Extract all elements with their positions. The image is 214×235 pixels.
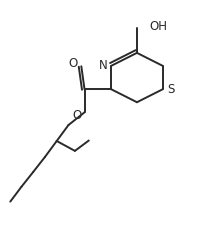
Text: O: O [68, 57, 77, 70]
Text: S: S [168, 83, 175, 96]
Text: OH: OH [149, 20, 167, 33]
Text: N: N [99, 59, 107, 72]
Text: O: O [72, 109, 82, 122]
